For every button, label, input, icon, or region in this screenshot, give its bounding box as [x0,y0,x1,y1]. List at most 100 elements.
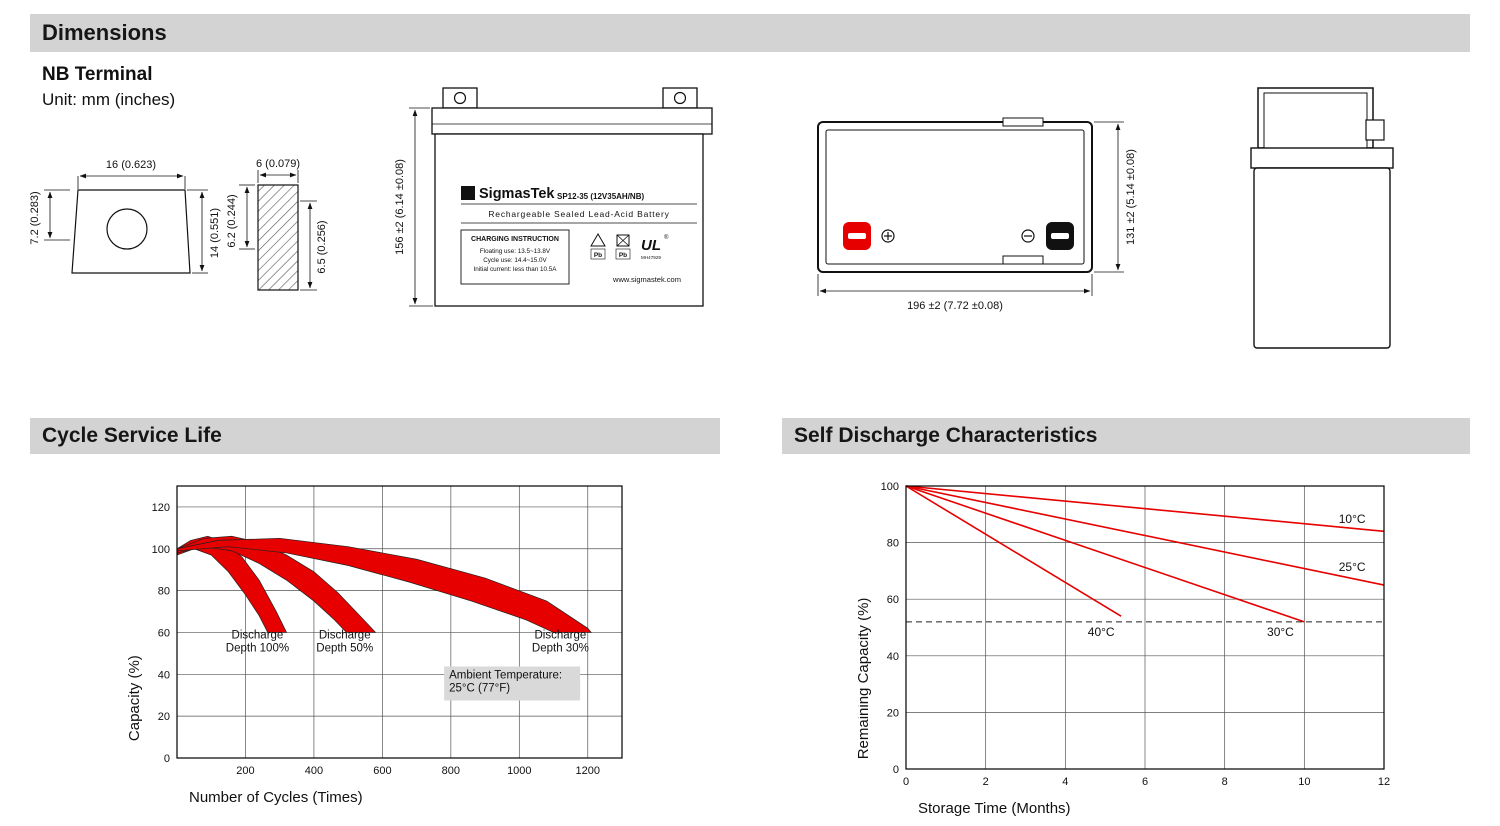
y-tick-label: 80 [887,538,899,550]
terminal-front-partial-height-text: 7.2 (0.283) [30,191,41,244]
series-label: 25°C [1339,560,1366,574]
discharge-chart-svg: 0 2 4 6 8 10 12 0 20 40 60 80 100 10°C 25°C 30°C 40°C Sto… [855,481,1390,817]
minus-polarity-icon [1021,229,1035,243]
terminal-side-section [257,184,299,291]
y-tick-label: 20 [887,707,899,719]
y-tick-label: 60 [158,627,170,639]
ul-letters: UL [641,237,661,254]
annotation-text: Ambient Temperature: [449,669,562,681]
y-tick-label: 0 [893,764,899,776]
battery-top-depth-dim: 131 ±2 (5.14 ±0.08) [1094,121,1137,273]
battery-top-inner-outline [825,129,1085,265]
brand-name: SigmasTek [479,186,555,202]
pb-bin-icon: Pb [615,234,631,260]
dimensions-header: Dimensions [30,14,1470,52]
y-axis-label: Remaining Capacity (%) [858,598,872,760]
plot-frame [905,485,1385,770]
nb-terminal-title: NB Terminal [42,64,153,85]
y-tick-label: 80 [158,586,170,598]
battery-label: Σ SigmasTek SP12-35 (12V35AH/NB) Recharg… [460,186,697,285]
y-tick-label: 0 [164,753,170,765]
x-tick-label: 1200 [576,765,600,777]
battery-front-height-dim: 156 ±2 (6.14 ±0.08) [395,107,433,307]
battery-top-depth-text: 131 ±2 (5.14 ±0.08) [1125,149,1137,245]
y-tick-label: 40 [158,669,170,681]
battery-lid [431,107,713,135]
x-tick-label: 1000 [507,765,531,777]
x-tick-label: 400 [305,765,323,777]
terminal-side-drawing: 6 (0.079) 6.2 (0.244) 6.5 (0.256) [226,158,328,291]
x-tick-label: 10 [1298,776,1310,788]
terminal-side-right-text: 6.5 (0.256) [316,220,328,273]
ul-code: MH47929 [641,255,661,260]
annotation-bg [444,666,581,701]
plus-polarity-icon [881,229,895,243]
annotation-text: Discharge [319,630,371,642]
terminal-front-partial-height-dim: 7.2 (0.283) [30,189,70,245]
terminal-front-width-text: 16 (0.623) [106,159,156,171]
self-discharge-label: Self Discharge Characteristics [794,424,1098,447]
y-tick-label: 100 [152,544,170,556]
x-axis-label: Number of Cycles (Times) [189,789,363,806]
y-tick-label: 20 [158,711,170,723]
terminal-front-outline [71,189,191,274]
battery-side-handle-inner [1263,92,1368,149]
self-discharge-chart: 0 2 4 6 8 10 12 0 20 40 60 80 100 10°C 25°C 30°C 40°C Sto… [855,478,1418,826]
terminal-front-hole [106,208,148,250]
charging-line-2: Cycle use: 14.4~15.0V [483,257,547,264]
ul-registered: ® [664,234,669,241]
battery-front-drawing: Σ SigmasTek SP12-35 (12V35AH/NB) Recharg… [395,87,713,307]
cycle-service-life-header: Cycle Service Life [30,418,720,454]
y-tick-label: 100 [881,481,899,493]
battery-subtitle: Rechargeable Sealed Lead-Acid Battery [488,209,669,219]
charging-line-1: Floating use: 13.5~13.8V [480,248,551,255]
x-tick-label: 0 [903,776,909,788]
pb-label-1: Pb [594,252,602,259]
terminal-side-width-text: 6 (0.079) [256,158,300,170]
pb-label-2: Pb [619,252,627,259]
website-text: www.sigmastek.com [612,275,681,284]
battery-side-lid [1250,147,1394,169]
brand-logo-square [461,186,475,200]
annotation-text: 25°C (77°F) [449,682,510,694]
battery-top-tab-top [1002,117,1044,127]
pb-recycle-icon: Pb [590,233,606,260]
battery-top-outline [817,121,1093,273]
y-axis-label: Capacity (%) [126,655,143,741]
annotation-text: Discharge [232,630,284,642]
battery-side-terminal-nub [1365,119,1385,141]
plot-frame [176,485,623,759]
dimensions-header-label: Dimensions [42,20,167,45]
negative-terminal [1046,222,1074,250]
battery-side-body [1253,167,1391,349]
x-tick-label: 200 [236,765,254,777]
x-tick-label: 12 [1378,776,1390,788]
y-tick-label: 120 [152,502,170,514]
series-line [905,485,1385,586]
model-number: SP12-35 (12V35AH/NB) [557,192,644,201]
battery-side-drawing [1250,87,1394,349]
charging-title: CHARGING INSTRUCTION [471,236,559,243]
battery-terminal-posts [442,87,698,109]
charging-line-3: Initial current: less than 10.5A [474,266,558,273]
battery-top-drawing: 196 ±2 (7.72 ±0.08) 131 ±2 (5.14 ±0.08) [817,117,1137,312]
terminal-side-left-text: 6.2 (0.244) [226,194,238,247]
terminal-front-total-height-dim: 14 (0.551) [187,189,221,274]
terminal-side-width-dim: 6 (0.079) [256,158,300,183]
discharge-band [176,537,592,633]
terminal-front-drawing: 16 (0.623) 7.2 (0.283) 14 (0.551) [30,159,221,274]
battery-top-tab-bottom [1002,255,1044,265]
charging-instruction-box: CHARGING INSTRUCTION Floating use: 13.5~… [460,229,570,285]
series-label: 30°C [1267,625,1294,639]
x-tick-label: 6 [1142,776,1148,788]
series-label: 10°C [1339,512,1366,526]
terminal-front-total-height-text: 14 (0.551) [209,208,221,258]
positive-terminal [843,222,871,250]
x-tick-label: 2 [983,776,989,788]
annotation-text: Depth 50% [316,643,373,655]
y-tick-label: 60 [887,594,899,606]
brand-logo-sigma-icon: Σ [465,188,472,200]
series-line [905,485,1305,623]
terminal-side-left-dim: 6.2 (0.244) [226,184,255,250]
y-tick-label: 40 [887,651,899,663]
